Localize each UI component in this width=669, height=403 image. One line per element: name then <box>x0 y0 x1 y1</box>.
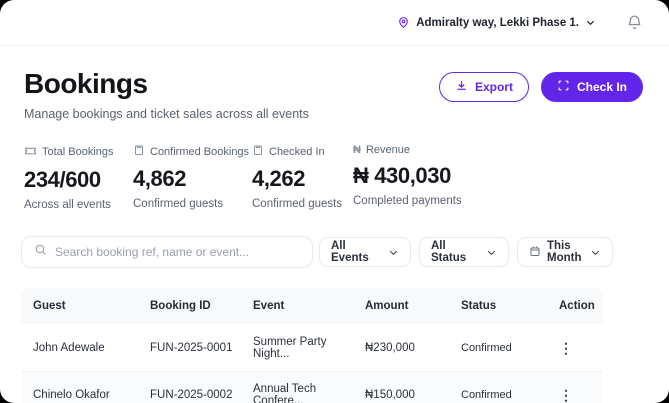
stat-sub: Completed payments <box>353 195 462 207</box>
row-actions-kebab-icon[interactable]: ⋮ <box>559 339 573 356</box>
date-filter-dropdown[interactable]: This Month <box>517 237 613 267</box>
stat-value: ₦ 430,030 <box>353 163 451 188</box>
location-selector[interactable]: Admiralty way, Lekki Phase 1. <box>397 16 596 29</box>
chevron-down-icon <box>388 247 399 258</box>
search-icon <box>34 243 47 261</box>
clipboard-icon <box>252 144 264 159</box>
status-badge: Confirmed <box>461 341 512 354</box>
col-action: Action <box>559 300 595 312</box>
stat-confirmed-bookings: Confirmed Bookings 4,862 Confirmed guest… <box>133 144 252 211</box>
notifications-bell-icon[interactable] <box>626 14 643 31</box>
clipboard-icon <box>133 144 145 159</box>
stat-revenue: ₦ Revenue ₦ 430,030 Completed payments <box>353 144 462 207</box>
col-amount: Amount <box>365 300 409 312</box>
table-header: Guest Booking ID Event Amount Status Act… <box>21 288 603 324</box>
cell-guest: Chinelo Okafor <box>33 389 110 401</box>
download-icon <box>455 79 468 95</box>
stat-value: 234/600 <box>24 167 101 192</box>
location-pin-icon <box>397 16 410 29</box>
bookings-table: Guest Booking ID Event Amount Status Act… <box>21 288 603 403</box>
cell-guest: John Adewale <box>33 341 105 354</box>
cell-amount: ₦150,000 <box>365 389 415 401</box>
cell-event: Summer Party Night... <box>253 335 327 360</box>
scan-icon <box>557 79 570 95</box>
stat-value: 4,262 <box>252 166 306 191</box>
page-title: Bookings <box>24 68 148 99</box>
stat-value: 4,862 <box>133 166 187 191</box>
col-guest: Guest <box>33 300 66 312</box>
status-filter-dropdown[interactable]: All Status <box>419 237 509 267</box>
filter-bar: All Events All Status This Month <box>0 236 669 268</box>
search-box[interactable] <box>21 236 313 268</box>
check-in-button[interactable]: Check In <box>540 72 643 102</box>
col-booking-id: Booking ID <box>150 300 211 312</box>
stat-sub: Across all events <box>24 199 111 211</box>
cell-event: Annual Tech Confere... <box>253 383 317 403</box>
topbar: Admiralty way, Lekki Phase 1. <box>0 0 669 46</box>
stat-total-bookings: Total Bookings 234/600 Across all events <box>24 144 133 211</box>
chevron-down-icon <box>486 247 497 258</box>
page-heading: Bookings Manage bookings and ticket sale… <box>24 68 309 121</box>
page-header: Bookings Manage bookings and ticket sale… <box>0 46 669 121</box>
naira-icon: ₦ <box>353 144 361 156</box>
export-button[interactable]: Export <box>438 72 529 102</box>
chevron-down-icon <box>590 247 601 258</box>
ticket-icon <box>24 144 37 160</box>
calendar-icon <box>529 245 541 260</box>
stats-row: Total Bookings 234/600 Across all events… <box>0 144 669 211</box>
cell-amount: ₦230,000 <box>365 341 415 354</box>
table-row[interactable]: John Adewale FUN-2025-0001 Summer Party … <box>21 324 603 371</box>
stat-checked-in: Checked In 4,262 Confirmed guests <box>252 144 353 211</box>
col-event: Event <box>253 300 285 312</box>
row-actions-kebab-icon[interactable]: ⋮ <box>559 387 573 403</box>
header-actions: Export Check In <box>438 72 643 102</box>
stat-sub: Confirmed guests <box>252 198 343 210</box>
page-subtitle: Manage bookings and ticket sales across … <box>24 107 309 121</box>
location-label: Admiralty way, Lekki Phase 1. <box>416 16 579 29</box>
cell-booking-id: FUN-2025-0002 <box>150 389 233 401</box>
col-status: Status <box>461 300 497 312</box>
stat-sub: Confirmed guests <box>133 198 224 210</box>
search-input[interactable] <box>55 245 300 259</box>
table-row[interactable]: Chinelo Okafor FUN-2025-0002 Annual Tech… <box>21 371 603 403</box>
events-filter-dropdown[interactable]: All Events <box>319 237 411 267</box>
chevron-down-icon <box>585 17 596 28</box>
status-badge: Confirmed <box>461 389 512 401</box>
cell-booking-id: FUN-2025-0001 <box>150 341 233 354</box>
